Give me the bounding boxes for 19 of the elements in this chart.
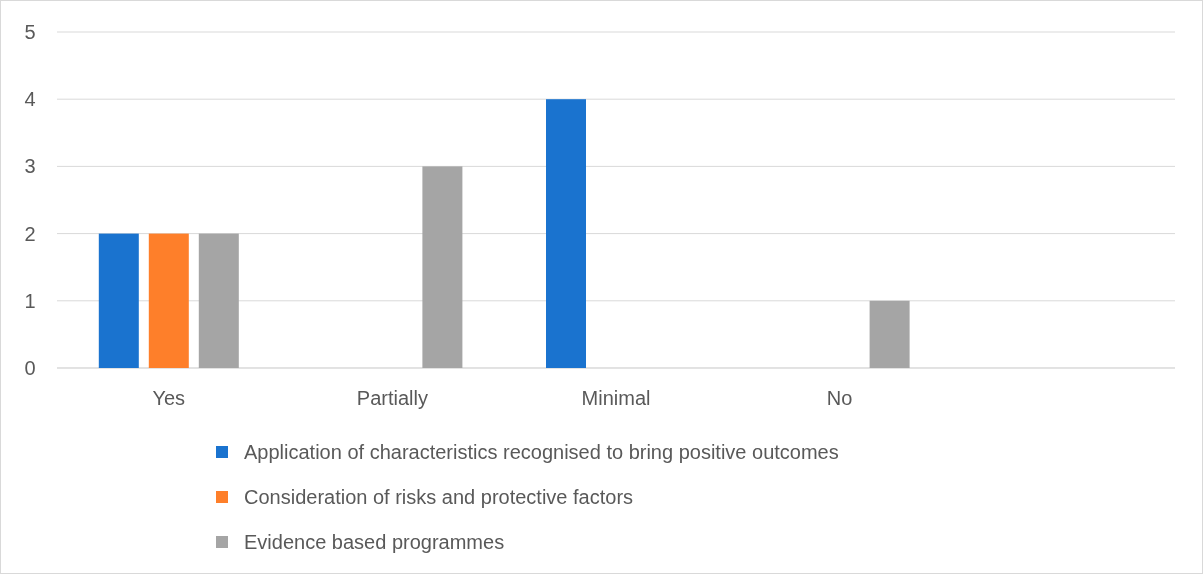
legend-label: Consideration of risks and protective factors (244, 486, 634, 508)
x-tick-label: No (826, 387, 853, 409)
bar (198, 233, 239, 368)
y-tick-label: 4 (24, 88, 36, 111)
bar (98, 233, 139, 368)
y-tick-label: 5 (24, 21, 36, 43)
bar (148, 233, 189, 368)
legend-label: Application of characteristics recognised to bring positive outcomes (244, 441, 839, 463)
x-tick-label: Yes (152, 387, 186, 409)
bar (546, 99, 586, 368)
x-tick-label: Partially (356, 387, 428, 409)
x-tick-label: Minimal (581, 387, 651, 409)
bar (869, 300, 910, 368)
legend-label: Evidence based programmes (244, 531, 505, 553)
y-tick-label: 1 (24, 289, 36, 312)
y-tick-label: 2 (24, 222, 36, 245)
y-tick-label: 3 (24, 155, 36, 178)
bar (422, 166, 463, 368)
y-tick-label: 0 (24, 357, 36, 379)
